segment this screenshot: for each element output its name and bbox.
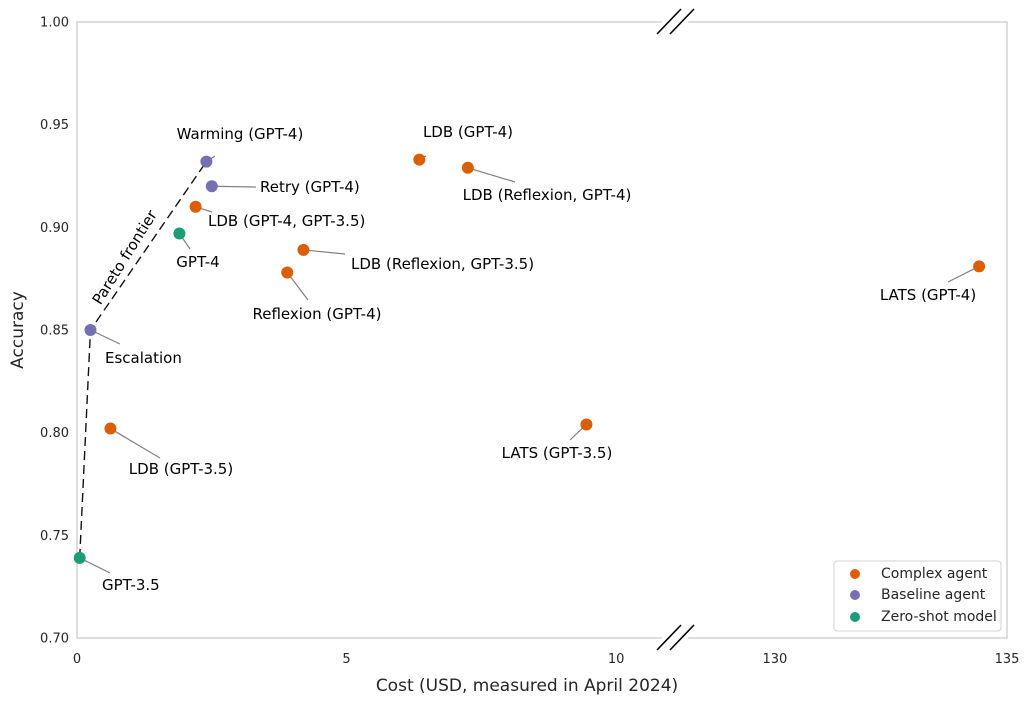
legend-marker-complex (850, 569, 860, 579)
point-ldb-gpt-4-gpt-3-5 (189, 200, 202, 213)
legend: Complex agent Baseline agent Zero-shot m… (833, 560, 1002, 632)
label-gpt-4: GPT-4 (176, 253, 219, 271)
label-ldb-gpt-4: LDB (GPT-4) (423, 123, 513, 141)
y-tick-label: 0.95 (40, 118, 69, 133)
y-tick-label: 0.90 (40, 221, 69, 236)
axis-break-slash (669, 8, 695, 35)
label-ldb-gpt-3-5: LDB (GPT-3.5) (129, 460, 233, 478)
axis-break-gap (662, 632, 688, 644)
legend-box (833, 560, 1002, 632)
leader-line-ldb-gpt-3-5 (110, 428, 161, 459)
legend-label-complex: Complex agent (881, 566, 988, 582)
data-points (73, 153, 986, 564)
point-lats-gpt-3-5 (580, 418, 593, 431)
point-reflexion-gpt-4 (281, 266, 294, 279)
x-tick-label: 135 (995, 652, 1020, 667)
label-ldb-reflexion-gpt-3-5: LDB (Reflexion, GPT-3.5) (351, 255, 534, 273)
leader-line-ldb-reflexion-gpt-3-5 (303, 249, 346, 255)
point-escalation (84, 324, 97, 336)
label-ldb-gpt-4-gpt-3-5: LDB (GPT-4, GPT-3.5) (208, 212, 365, 230)
y-tick-label: 0.75 (40, 529, 69, 544)
point-ldb-reflexion-gpt-4 (461, 161, 474, 174)
y-tick-label: 0.85 (40, 324, 69, 339)
point-gpt-4 (173, 227, 186, 240)
axis-break-slash (669, 624, 695, 651)
point-warming-gpt-4 (200, 155, 213, 168)
y-tick-label: 1.00 (40, 16, 69, 31)
label-gpt-3-5: GPT-3.5 (102, 576, 160, 594)
legend-marker-baseline (850, 590, 860, 600)
label-retry-gpt-4: Retry (GPT-4) (260, 178, 360, 196)
y-tick-label: 0.80 (40, 426, 69, 441)
point-ldb-gpt-4 (413, 153, 426, 166)
point-ldb-reflexion-gpt-3-5 (297, 243, 310, 256)
label-ldb-reflexion-gpt-4: LDB (Reflexion, GPT-4) (463, 186, 632, 204)
legend-label-baseline: Baseline agent (881, 587, 986, 603)
point-labels: Warming (GPT-4) Retry (GPT-4) Escalation GP… (102, 123, 976, 594)
x-tick-label: 0 (73, 652, 81, 667)
legend-marker-zeroshot (850, 612, 860, 622)
leader-line-retry-gpt-4 (211, 185, 257, 188)
axis-break-slash (656, 624, 682, 651)
label-lats-gpt-4: LATS (GPT-4) (880, 286, 976, 304)
point-ldb-gpt-3-5 (104, 422, 117, 435)
axes: 0.70 0.75 0.80 0.85 0.90 0.95 1.00 0 5 10 130 135 (40, 16, 1019, 668)
plot-area (76, 21, 1008, 639)
x-axis-title: Cost (USD, measured in April 2024) (376, 676, 678, 696)
x-tick-label: 5 (342, 652, 350, 667)
label-warming-gpt-4: Warming (GPT-4) (177, 125, 304, 143)
leader-line-ldb-reflexion-gpt-4 (467, 167, 516, 183)
axis-break-gap (662, 16, 688, 28)
point-lats-gpt-4 (973, 260, 986, 273)
point-retry-gpt-4 (205, 180, 218, 193)
x-tick-label: 10 (608, 652, 625, 667)
label-escalation: Escalation (105, 349, 182, 367)
label-lats-gpt-3-5: LATS (GPT-3.5) (502, 444, 613, 462)
axis-break-marks (656, 8, 695, 651)
label-reflexion-gpt-4: Reflexion (GPT-4) (252, 305, 381, 323)
x-tick-label: 130 (762, 652, 787, 667)
axis-break-slash (656, 8, 682, 35)
point-gpt-3-5 (73, 551, 86, 564)
legend-label-zeroshot: Zero-shot model (881, 609, 997, 625)
y-tick-label: 0.70 (40, 632, 69, 647)
y-axis-title: Accuracy (8, 291, 28, 369)
